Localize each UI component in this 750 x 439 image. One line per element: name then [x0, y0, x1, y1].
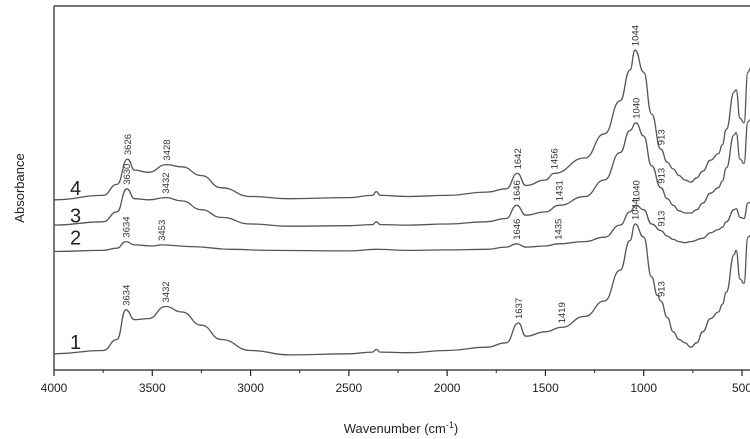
peak-label-3-913: 913: [656, 168, 667, 184]
peak-label-3-1431: 1431: [555, 180, 566, 201]
peak-label-4-1642: 1642: [513, 148, 524, 169]
spectra: [53, 49, 750, 356]
peak-labels: 3634 3432 1637 1419 1044 913 3634 3453 1646 1435 1…: [121, 25, 667, 323]
peak-label-1-913: 913: [656, 281, 667, 297]
spectrum-3: [53, 119, 750, 227]
x-axis-title-sup: -1: [446, 420, 454, 430]
x-ticks: 4000 3500 3000 2500 2000 1500 1000 500: [41, 370, 750, 395]
peak-label-4-913: 913: [656, 129, 667, 145]
peak-label-3-1040: 1040: [631, 98, 642, 119]
peak-label-4-3428: 3428: [162, 139, 173, 160]
peak-label-2-1435: 1435: [554, 219, 565, 240]
peak-label-2-3453: 3453: [157, 220, 168, 241]
x-tick-label-500: 500: [732, 381, 750, 395]
peak-label-2-913: 913: [656, 211, 667, 227]
x-tick-label-4000: 4000: [41, 381, 68, 395]
peak-label-1-3432: 3432: [161, 281, 172, 302]
curve-label-4: 4: [70, 178, 81, 200]
x-tick-label-2000: 2000: [434, 381, 461, 395]
spectrum-1: [53, 223, 750, 356]
curve-label-2: 2: [70, 227, 81, 249]
peak-label-4-1044: 1044: [631, 25, 642, 46]
x-tick-label-3500: 3500: [139, 381, 166, 395]
peak-label-3-3432: 3432: [161, 172, 172, 193]
peak-label-1-1637: 1637: [514, 298, 525, 319]
peak-label-3-1646: 1646: [512, 180, 523, 201]
x-axis-title: Wavenumber (cm-1): [344, 420, 458, 436]
x-tick-label-1500: 1500: [532, 381, 559, 395]
x-tick-label-1000: 1000: [630, 381, 657, 395]
peak-label-4-1456: 1456: [550, 148, 561, 169]
peak-label-2-1040: 1040: [631, 180, 642, 201]
y-axis-title: Absorbance: [12, 153, 27, 222]
spectrum-2: [53, 201, 750, 253]
peak-label-1-1044: 1044: [631, 199, 642, 220]
peak-label-1-1419: 1419: [557, 302, 568, 323]
spectrum-4: [53, 49, 750, 201]
plot-frame: [53, 5, 750, 371]
peak-label-4-3626: 3626: [123, 134, 134, 155]
x-axis-title-main: Wavenumber (cm: [344, 421, 446, 436]
curve-label-1: 1: [70, 332, 81, 354]
x-tick-label-2500: 2500: [336, 381, 363, 395]
curve-labels: 1 23 4: [70, 178, 81, 354]
x-tick-label-3000: 3000: [237, 381, 264, 395]
curve-label-3: 3: [70, 205, 81, 227]
peak-label-3-3630: 3630: [122, 164, 133, 185]
x-axis-title-end: ): [454, 421, 458, 436]
peak-label-2-1646: 1646: [512, 219, 523, 240]
peak-label-2-3634: 3634: [121, 216, 132, 237]
peak-label-1-3634: 3634: [121, 285, 132, 306]
